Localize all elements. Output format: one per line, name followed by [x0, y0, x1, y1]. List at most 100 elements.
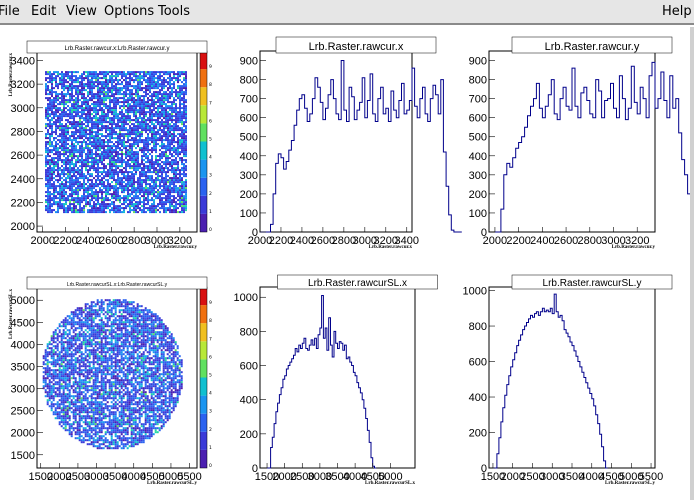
- plot1-palette-label: 7: [209, 100, 212, 106]
- plot6-xtick-label: 3500: [560, 471, 584, 483]
- plot4-palette-label: 1: [209, 445, 212, 451]
- plot1-title-box: [26, 40, 208, 54]
- plot4-palette-label: 9: [209, 300, 212, 306]
- plot4-palette-label: 6: [209, 354, 212, 360]
- plot2-title: Lrb.Raster.rawcur.x: [309, 41, 404, 53]
- plot4-palette-label: 5: [209, 373, 212, 379]
- plot6-xtick-label: 2000: [500, 471, 524, 483]
- plot1-palette-segment: [200, 213, 207, 232]
- plot4-palette-label: 0: [209, 463, 212, 469]
- menu-help[interactable]: Help: [662, 4, 692, 19]
- canvas-area[interactable]: 0 1 2 3 4 5 6 7 8 9 Lrb.Raster.rawcur.x:Lrb.Raster…: [0, 27, 694, 500]
- plot4-xlabel: Lrb.Raster.rawcurSL.y: [147, 481, 197, 486]
- plot6-xtick-label: 4500: [599, 471, 623, 483]
- plot5-xtick-label: 2500: [290, 471, 314, 483]
- menu-tools[interactable]: Tools: [158, 4, 191, 19]
- menu-file[interactable]: File: [0, 4, 20, 19]
- plot3-ytick-label: 800: [469, 75, 487, 87]
- plot4-xtick-label: 3500: [103, 471, 127, 483]
- plot3-xlabel: Lrb.Raster.rawcur.y: [612, 245, 656, 250]
- scrollbar[interactable]: [690, 27, 694, 500]
- plot1-palette-segment: [200, 123, 207, 142]
- plot4-palette-segment: [200, 305, 207, 324]
- plot6-xtick-label: 5000: [619, 471, 643, 483]
- plot2-frame: [259, 50, 413, 233]
- plot6-frame: [488, 286, 656, 469]
- plot3-ytick-label: 0: [481, 227, 487, 239]
- plot6-xtick-label: 5500: [639, 471, 663, 483]
- plot3-xtick-label: 2400: [530, 235, 554, 247]
- plot6-xtick-label: 3000: [540, 471, 564, 483]
- plot4-palette-label: 4: [209, 391, 212, 397]
- plot1-palette-segment: [200, 195, 207, 214]
- plot6-ytick-label: 800: [469, 321, 487, 333]
- plot6-ytick-label: 400: [469, 392, 487, 404]
- plot4-palette-segment: [200, 431, 207, 450]
- plot4-ytick-label: 2500: [11, 406, 35, 418]
- plot5-ytick-label: 400: [240, 395, 258, 407]
- plot1-title: Lrb.Raster.rawcur.x:Lrb.Raster.rawcur.y: [64, 46, 169, 52]
- plot4-xtick-label: 2500: [66, 471, 90, 483]
- plot1-palette-segment: [200, 87, 207, 106]
- plot1-ytick-label: 2400: [11, 174, 35, 186]
- plot1-palette-segment: [200, 69, 207, 88]
- plot4-palette-segment: [200, 395, 207, 414]
- menu-bar: File Edit View Options Tools Help: [0, 0, 694, 25]
- plot2-ytick-label: 100: [240, 208, 258, 220]
- plot5-xtick-label: 4500: [360, 471, 384, 483]
- plot1-palette-segment: [200, 177, 207, 196]
- menu-view[interactable]: View: [66, 4, 97, 19]
- plot1-palette-segment: [200, 159, 207, 178]
- plot2-ytick-label: 900: [240, 56, 258, 68]
- plot2-ytick-label: 300: [240, 170, 258, 182]
- plot4-ytick-label: 4000: [11, 339, 35, 351]
- plot3-histogram-line: [494, 61, 694, 233]
- plot4-ytick-label: 1500: [11, 450, 35, 462]
- plot2-ytick-label: 400: [240, 151, 258, 163]
- plot4-palette-segment: [200, 377, 207, 396]
- plot3-xtick-label: 3000: [601, 235, 625, 247]
- plot5-ytick-label: 800: [240, 326, 258, 338]
- plot2-xtick-label: 3400: [395, 235, 419, 247]
- plot2-xtick-label: 2400: [290, 235, 314, 247]
- plot4-palette-segment: [200, 359, 207, 378]
- plot6-title-box: [511, 274, 673, 290]
- plot4-palette-label: 3: [209, 409, 212, 415]
- menu-edit[interactable]: Edit: [31, 4, 57, 19]
- plot4-palette-segment: [200, 323, 207, 342]
- plot1-palette-label: 4: [209, 155, 212, 161]
- plot6-title: Lrb.Raster.rawcurSL.y: [543, 278, 642, 289]
- plot1-xlabel: Lrb.Raster.rawcur.y: [154, 245, 198, 250]
- plot4-palette-segment: [200, 341, 207, 360]
- plot3-ytick-label: 500: [469, 132, 487, 144]
- plot2-xlabel: Lrb.Raster.rawcur.x: [369, 245, 413, 250]
- plot4-xtick-label: 4500: [140, 471, 164, 483]
- plot5-xtick-label: 5000: [378, 471, 402, 483]
- plot4-palette-label: 2: [209, 427, 212, 433]
- menu-options[interactable]: Options: [104, 4, 155, 19]
- plot6-xtick-label: 1500: [481, 471, 505, 483]
- plot4-title-box: [26, 276, 208, 290]
- plot1-xtick-label: 3000: [145, 235, 169, 247]
- plot1-xtick-label: 2200: [53, 235, 77, 247]
- plot1-palette-label: 1: [209, 209, 212, 215]
- plot4-ytick-label: 2000: [11, 428, 35, 440]
- plot6-ytick-label: 1000: [463, 286, 487, 298]
- plot4-title: Lrb.Raster.rawcurSL.x:Lrb.Raster.rawcurS…: [67, 282, 168, 288]
- plot3-ytick-label: 600: [469, 113, 487, 125]
- plot5-ytick-label: 200: [240, 429, 258, 441]
- plot4-ytick-label: 3000: [11, 384, 35, 396]
- plot1-ytick-label: 2000: [11, 221, 35, 233]
- plot5-xtick-label: 1500: [255, 471, 279, 483]
- plot-canvas[interactable]: 0 1 2 3 4 5 6 7 8 9 Lrb.Raster.rawcur.x:Lrb.Raster…: [0, 27, 694, 500]
- plot1-palette-segment: [200, 141, 207, 160]
- plot6-ytick-label: 600: [469, 357, 487, 369]
- plot5-frame: [259, 286, 416, 469]
- plot4-palette-segment: [200, 413, 207, 432]
- plot1-ytick-label: 2800: [11, 126, 35, 138]
- plot6-ytick-label: 200: [469, 428, 487, 440]
- plot4-ylabel: Lrb.Raster.rawcurSL.x: [9, 289, 14, 339]
- plot6-xlabel: Lrb.Raster.rawcurSL.y: [605, 481, 655, 486]
- plot3-ytick-label: 100: [469, 208, 487, 220]
- plot2-histogram-line: [260, 60, 462, 233]
